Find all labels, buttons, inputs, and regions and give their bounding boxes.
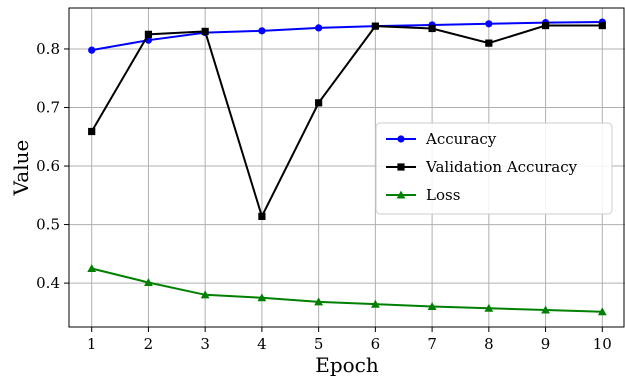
x-tick-label: 5 — [314, 335, 324, 353]
legend-marker — [396, 190, 406, 199]
plot-frame — [68, 7, 625, 328]
x-tick-label: 9 — [541, 335, 551, 353]
series-line — [91, 267, 603, 313]
y-tick-label: 0.5 — [36, 216, 60, 234]
data-point — [258, 212, 266, 220]
data-point — [315, 24, 323, 32]
legend-label: Loss — [426, 186, 460, 204]
x-tick-label: 4 — [257, 335, 267, 353]
data-point — [370, 299, 380, 308]
data-point — [315, 99, 323, 107]
data-point — [427, 302, 437, 311]
y-tick-label: 0.6 — [36, 157, 60, 175]
data-point — [144, 30, 153, 38]
legend-marker — [397, 135, 405, 143]
y-tick-label: 0.8 — [36, 40, 60, 58]
x-axis-label: Epoch — [315, 353, 379, 376]
x-tick-label: 1 — [87, 335, 97, 353]
x-tick-label: 2 — [144, 335, 154, 353]
x-tick-label: 10 — [593, 335, 612, 353]
series-line — [90, 24, 603, 220]
data-point — [485, 20, 493, 28]
data-point — [541, 21, 550, 30]
data-point — [428, 24, 436, 33]
x-tick-label: 7 — [427, 335, 437, 353]
legend-item: Accuracy — [386, 130, 497, 148]
data-point — [200, 290, 210, 299]
data-point — [87, 264, 97, 272]
data-point — [371, 22, 379, 30]
x-tick-label: 3 — [200, 335, 210, 353]
series-0 — [88, 18, 606, 54]
series-layer — [87, 18, 607, 316]
y-axis-label: Value — [9, 140, 33, 197]
y-tick-label: 0.7 — [36, 99, 60, 117]
data-point — [484, 303, 494, 312]
legend-item: Loss — [386, 186, 460, 204]
legend-label: Accuracy — [425, 130, 497, 148]
data-point — [485, 39, 493, 47]
legend-label: Validation Accuracy — [425, 158, 578, 176]
data-point — [144, 278, 153, 287]
series-2 — [87, 264, 607, 316]
x-tick-label: 6 — [371, 335, 381, 353]
data-point — [314, 297, 324, 306]
data-point — [88, 46, 96, 54]
x-tick-label: 8 — [484, 335, 494, 353]
legend-item: Validation Accuracy — [386, 158, 578, 176]
data-point — [598, 21, 606, 30]
data-point — [597, 307, 607, 316]
data-point — [201, 27, 209, 36]
legend-box — [375, 122, 613, 215]
y-tick-label: 0.4 — [36, 274, 60, 292]
series-line — [91, 21, 603, 52]
data-point — [258, 27, 266, 35]
legend: Accuracy Validation Accuracy Loss — [375, 122, 613, 215]
data-point — [257, 293, 267, 302]
data-point — [88, 127, 96, 136]
legend-marker — [397, 163, 405, 171]
ticks: 1 2 3 4 5 6 7 8 9 10 0.4 0.5 0.6 0.7 0.8 — [36, 40, 612, 353]
data-point — [541, 305, 550, 314]
series-1 — [88, 21, 606, 220]
